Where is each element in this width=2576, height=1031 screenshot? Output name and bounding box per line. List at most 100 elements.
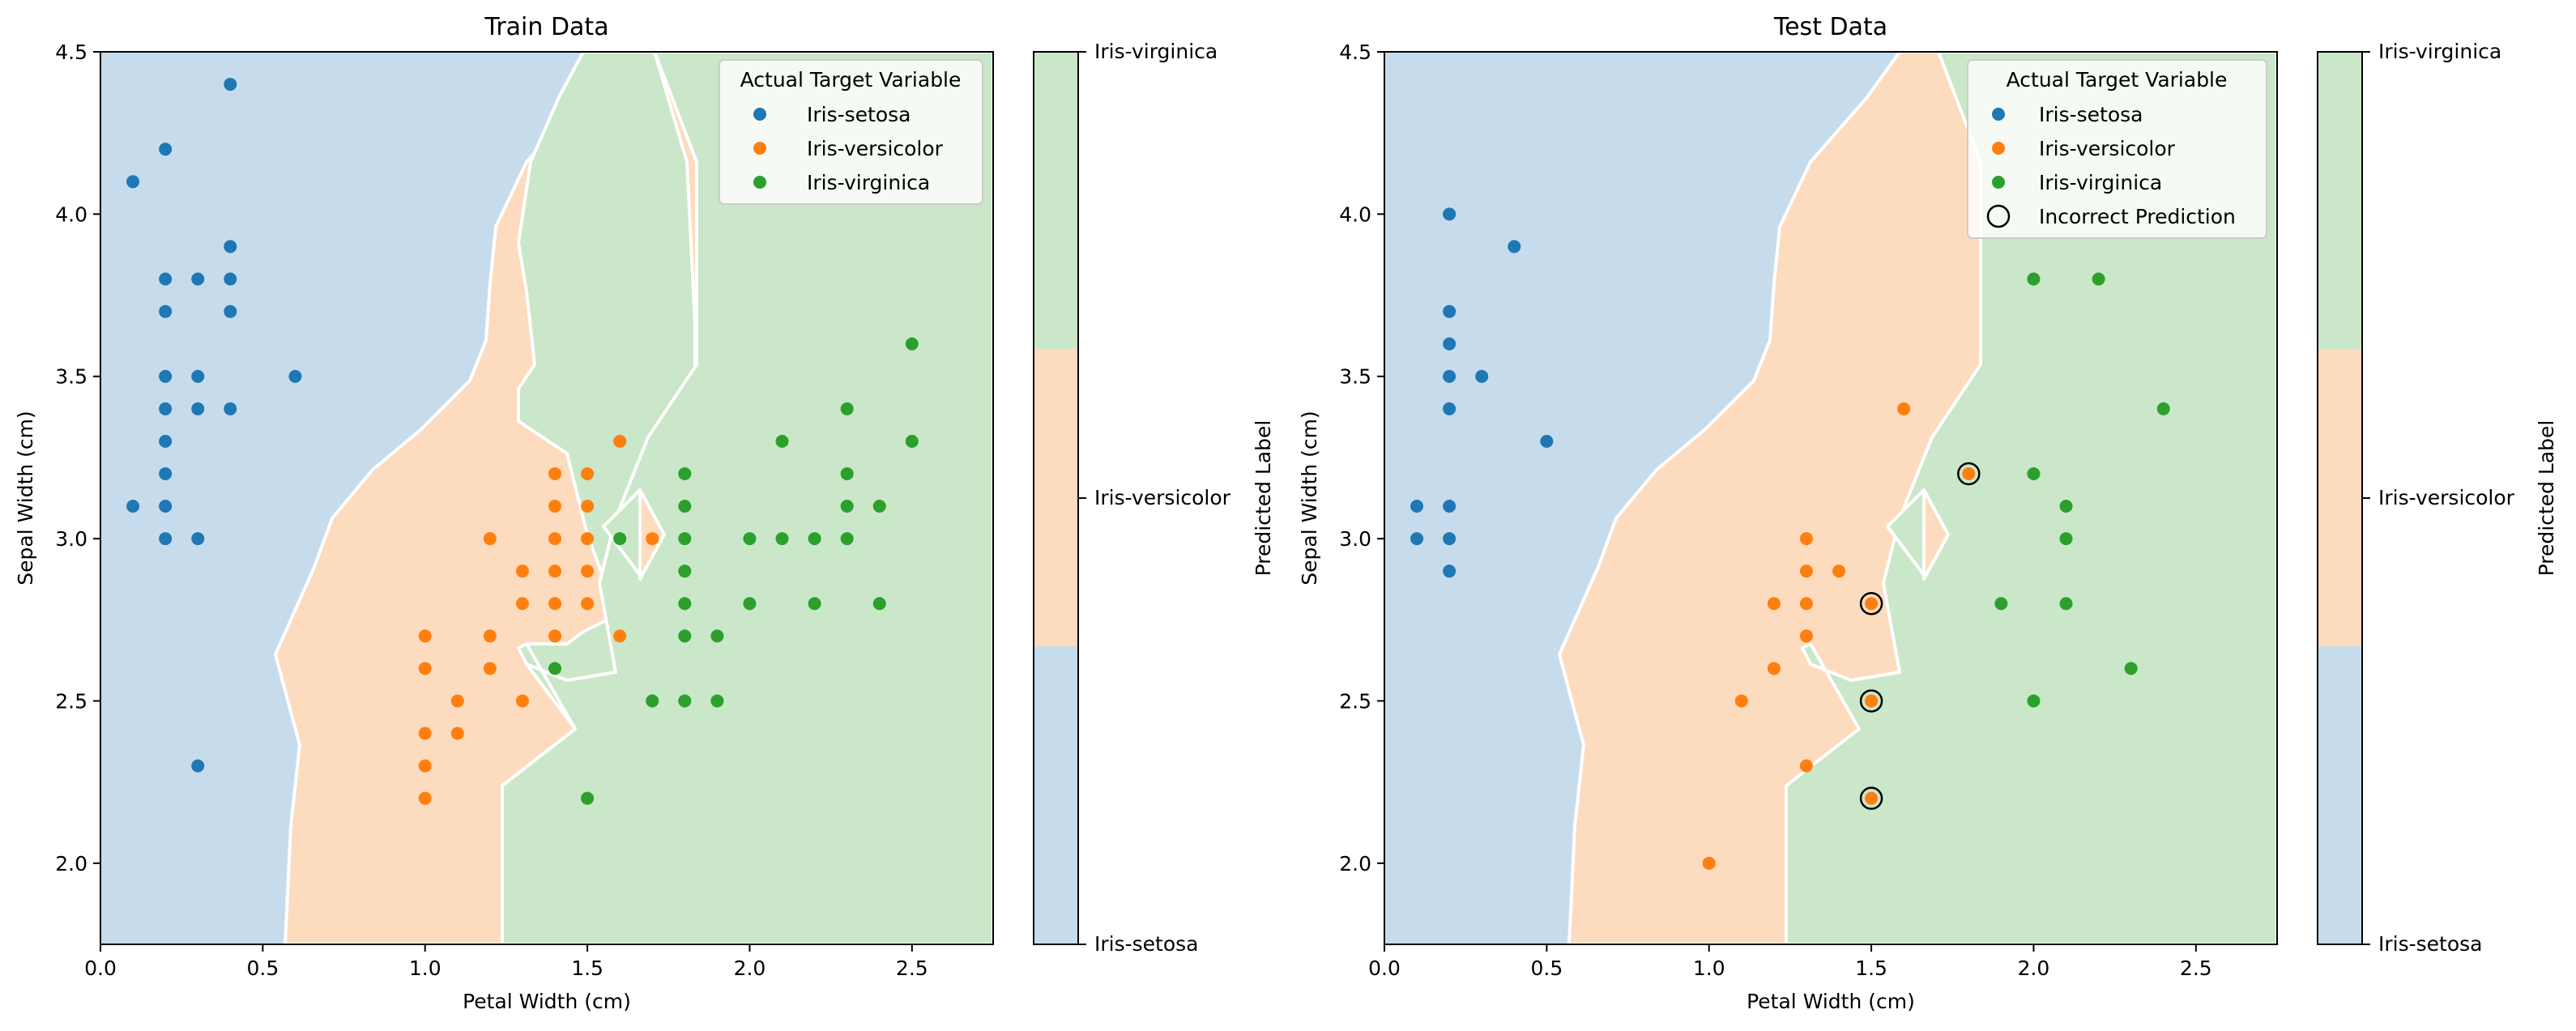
test-ytick-label: 4.5: [1339, 40, 1371, 64]
train-point-iris-virginica: [678, 694, 692, 708]
train-colorbar-versicolor: [1034, 349, 1078, 646]
test-xtick-label: 2.5: [2180, 956, 2212, 980]
train-ytick-label: 2.0: [55, 852, 87, 875]
train-point-iris-virginica: [678, 500, 692, 513]
train-xtick-label: 2.0: [734, 956, 766, 980]
test-colorbar-tick-virginica: Iris-virginica: [2378, 40, 2501, 63]
train-legend-entry-setosa: Iris-setosa: [807, 103, 911, 126]
train-legend: Actual Target Variable Iris-setosa Iris-…: [719, 59, 983, 205]
train-ytick-label: 2.5: [55, 689, 87, 713]
test-colorbar: Iris-virginica Iris-versicolor Iris-seto…: [2317, 40, 2558, 956]
test-point-iris-virginica: [2059, 597, 2073, 611]
train-point-iris-virginica: [646, 694, 659, 708]
test-decision-regions: [1384, 52, 2277, 944]
test-point-iris-setosa: [1443, 207, 1456, 221]
test-point-iris-virginica: [2156, 402, 2170, 415]
train-point-iris-setosa: [191, 272, 205, 286]
test-legend-title: Actual Target Variable: [2007, 68, 2228, 92]
train-point-iris-virginica: [678, 532, 692, 546]
test-point-iris-versicolor: [1767, 597, 1781, 611]
test-point-iris-setosa: [1443, 402, 1456, 415]
test-point-iris-setosa: [1508, 240, 1521, 253]
test-legend: Actual Target Variable Iris-setosa Iris-…: [1967, 59, 2267, 239]
train-point-iris-versicolor: [581, 564, 595, 578]
train-point-iris-virginica: [678, 597, 692, 611]
train-point-iris-versicolor: [418, 662, 432, 675]
train-colorbar-label: Predicted Label: [1252, 420, 1275, 577]
train-point-iris-versicolor: [418, 791, 432, 805]
train-region-virginica-main: [501, 52, 993, 944]
test-colorbar-versicolor: [2318, 349, 2362, 646]
train-point-iris-setosa: [159, 305, 173, 318]
train-point-iris-setosa: [159, 434, 173, 448]
test-point-iris-setosa: [1443, 337, 1456, 351]
test-point-iris-versicolor: [1702, 856, 1716, 870]
test-legend-entry-virginica: Iris-virginica: [2039, 171, 2162, 194]
test-point-iris-virginica: [2124, 662, 2138, 675]
train-colorbar-tick-setosa: Iris-setosa: [1094, 932, 1199, 956]
train-point-iris-virginica: [678, 629, 692, 643]
test-point-iris-versicolor: [1832, 564, 1846, 578]
test-point-iris-virginica: [2059, 532, 2073, 546]
train-point-iris-setosa: [191, 402, 205, 415]
train-ytick-label: 4.0: [55, 202, 87, 226]
test-point-iris-setosa: [1443, 564, 1456, 578]
test-point-iris-setosa: [1540, 434, 1554, 448]
test-point-iris-setosa: [1443, 500, 1456, 513]
test-point-iris-setosa: [1410, 500, 1424, 513]
test-colorbar-tick-setosa: Iris-setosa: [2378, 932, 2483, 956]
train-point-iris-virginica: [678, 467, 692, 480]
train-colorbar-tick-versicolor: Iris-versicolor: [1094, 486, 1231, 509]
test-region-virginica-main: [1785, 52, 2277, 944]
train-point-iris-versicolor: [548, 597, 562, 611]
train-point-iris-virginica: [775, 532, 789, 546]
train-point-iris-setosa: [159, 272, 173, 286]
test-legend-marker-incorrect: [1986, 204, 2011, 228]
test-title: Test Data: [1773, 13, 1887, 41]
train-point-iris-versicolor: [515, 597, 529, 611]
test-legend-marker-virginica: [1992, 176, 2005, 189]
test-ytick-label: 2.5: [1339, 689, 1371, 713]
test-xtick-label: 2.0: [2018, 956, 2050, 980]
train-point-iris-versicolor: [548, 467, 562, 480]
train-point-iris-setosa: [159, 532, 173, 546]
test-xtick-label: 0.5: [1530, 956, 1563, 980]
train-xtick-label: 1.5: [571, 956, 603, 980]
test-point-iris-virginica: [2027, 467, 2041, 480]
train-point-iris-versicolor: [646, 532, 659, 546]
train-point-iris-versicolor: [548, 629, 562, 643]
train-point-iris-versicolor: [581, 500, 595, 513]
train-point-iris-setosa: [224, 272, 237, 286]
train-point-iris-setosa: [224, 78, 237, 92]
train-points: [126, 78, 919, 805]
test-colorbar-label: Predicted Label: [2535, 420, 2558, 577]
test-colorbar-tick-versicolor: Iris-versicolor: [2378, 486, 2515, 509]
train-point-iris-setosa: [159, 402, 173, 415]
train-legend-marker-virginica: [753, 176, 766, 189]
train-colorbar-virginica: [1034, 52, 1078, 349]
train-xtick-label: 2.5: [896, 956, 928, 980]
train-point-iris-virginica: [808, 532, 821, 546]
test-point-iris-setosa: [1443, 532, 1456, 546]
test-point-iris-virginica: [2059, 500, 2073, 513]
train-point-iris-versicolor: [515, 564, 529, 578]
test-axes-frame: [1384, 51, 2278, 945]
test-ytick-label: 3.0: [1339, 527, 1371, 551]
train-point-iris-versicolor: [418, 759, 432, 773]
train-point-iris-virginica: [872, 500, 886, 513]
test-point-iris-virginica: [2027, 272, 2041, 286]
train-ticks: 0.0 0.5 1.0 1.5 2.0 2.5 2.0 2.5 3.0 3.5 4.0 4.5: [55, 40, 928, 980]
test-point-iris-versicolor: [1865, 597, 1879, 611]
test-point-iris-versicolor: [1799, 532, 1813, 546]
test-colorbar-virginica: [2318, 52, 2362, 349]
train-xlabel: Petal Width (cm): [463, 990, 631, 1013]
train-point-iris-virginica: [840, 467, 854, 480]
train-colorbar-tick-virginica: Iris-virginica: [1094, 40, 1218, 63]
test-point-iris-versicolor: [1799, 564, 1813, 578]
train-panel: 0.0 0.5 1.0 1.5 2.0 2.5 2.0 2.5 3.0 3.5 4.0 4.5 Tra…: [14, 13, 1275, 1013]
train-point-iris-setosa: [159, 369, 173, 383]
test-point-iris-virginica: [2027, 694, 2041, 708]
test-island-versicolor: [1922, 488, 1950, 581]
test-ylabel: Sepal Width (cm): [1298, 411, 1321, 586]
